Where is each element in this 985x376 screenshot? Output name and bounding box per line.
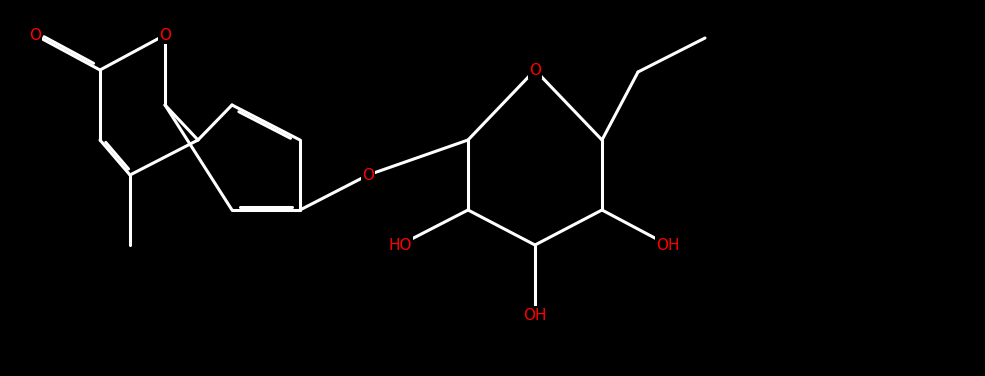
Text: O: O	[29, 27, 41, 42]
Text: O: O	[529, 62, 541, 77]
Text: O: O	[159, 27, 171, 42]
Text: O: O	[362, 167, 374, 182]
Text: HO: HO	[388, 238, 412, 253]
Text: OH: OH	[656, 238, 680, 253]
Text: OH: OH	[523, 308, 547, 323]
